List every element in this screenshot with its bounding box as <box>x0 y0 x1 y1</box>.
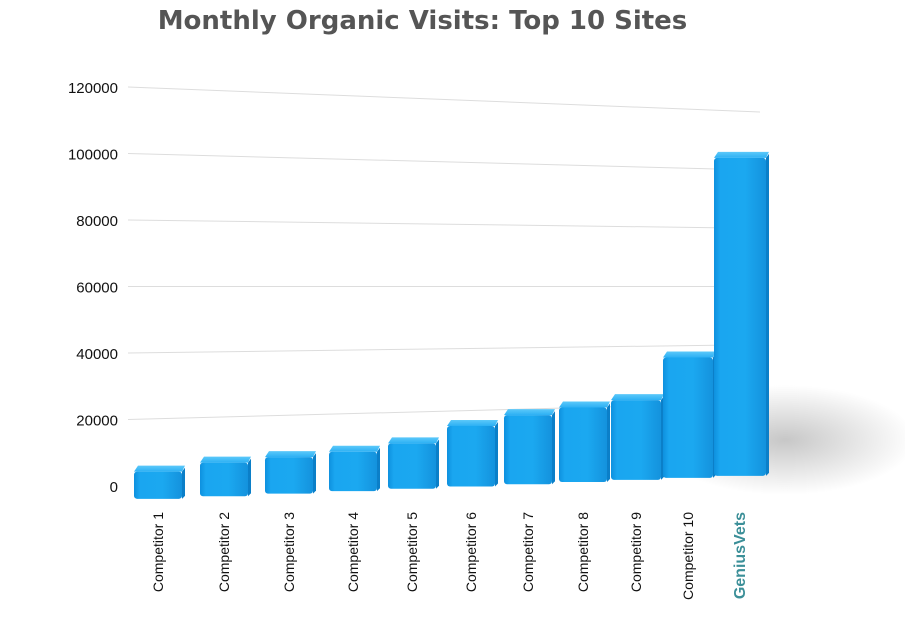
bar-front <box>265 457 313 494</box>
y-tick-label: 40000 <box>76 346 118 363</box>
bar-side <box>552 411 555 485</box>
bar-top <box>265 451 316 458</box>
x-tick-label: Competitor 3 <box>281 512 297 592</box>
bar <box>447 419 498 487</box>
bar-top <box>134 465 185 472</box>
bar-top <box>559 401 610 408</box>
bar-side <box>766 153 769 476</box>
gridline <box>127 86 761 113</box>
y-tick-label: 0 <box>110 479 118 496</box>
bar-top <box>611 394 664 401</box>
bar-front <box>559 407 607 483</box>
x-tick-label: Competitor 1 <box>150 512 166 592</box>
bar-front <box>504 415 552 485</box>
x-tick-label-highlight: GeniusVets <box>732 512 749 599</box>
y-tick-label: 120000 <box>68 80 118 97</box>
bars <box>134 151 769 499</box>
bar-front <box>663 357 713 478</box>
bar-top <box>200 456 251 463</box>
bar-top <box>329 445 380 452</box>
bar-front <box>134 471 182 499</box>
bar-side <box>495 421 498 487</box>
gridline <box>127 153 761 171</box>
x-tick-label: Competitor 9 <box>628 512 644 592</box>
bar-front <box>611 400 661 480</box>
bar-front <box>329 451 377 492</box>
x-tick-label: Competitor 4 <box>345 512 361 592</box>
bar <box>611 394 664 480</box>
gridline <box>127 219 761 229</box>
bar <box>134 465 185 499</box>
y-tick-label: 100000 <box>68 147 118 164</box>
bar <box>663 351 716 478</box>
bar-side <box>248 458 251 497</box>
bar <box>265 451 316 494</box>
x-tick-label: Competitor 5 <box>404 512 420 592</box>
bar-top <box>447 419 498 426</box>
y-tick-label: 60000 <box>76 280 118 297</box>
bar-front <box>714 157 766 476</box>
gridline <box>127 344 761 354</box>
chart-title: Monthly Organic Visits: Top 10 Sites <box>157 6 688 36</box>
bar <box>714 151 769 476</box>
x-tick-label: Competitor 2 <box>216 512 232 592</box>
bar <box>200 456 251 497</box>
x-tick-label: Competitor 8 <box>575 512 591 592</box>
gridlines <box>127 86 761 420</box>
x-axis-tick-labels: Competitor 1 Competitor 2 Competitor 3 Comp… <box>150 512 749 600</box>
bar <box>504 409 555 485</box>
bar-top <box>504 409 555 416</box>
x-tick-label: Competitor 10 <box>680 512 696 600</box>
bar-front <box>388 443 436 489</box>
bar-side <box>436 439 439 489</box>
y-tick-label: 20000 <box>76 413 118 430</box>
bar-side <box>607 403 610 483</box>
bar-front <box>200 462 248 497</box>
bar <box>329 445 380 492</box>
x-tick-label: Competitor 7 <box>520 512 536 592</box>
bar <box>559 401 610 483</box>
bar-side <box>182 467 185 499</box>
bar <box>388 437 439 489</box>
bar-side <box>313 453 316 494</box>
x-tick-label: Competitor 6 <box>463 512 479 592</box>
y-axis-tick-labels: 0 20000 40000 60000 80000 100000 120000 <box>68 80 118 496</box>
bar-top <box>714 151 769 158</box>
y-tick-label: 80000 <box>76 213 118 230</box>
bar-top <box>663 351 716 358</box>
bar-top <box>388 437 439 444</box>
bar-front <box>447 425 495 487</box>
bar-side <box>377 447 380 492</box>
